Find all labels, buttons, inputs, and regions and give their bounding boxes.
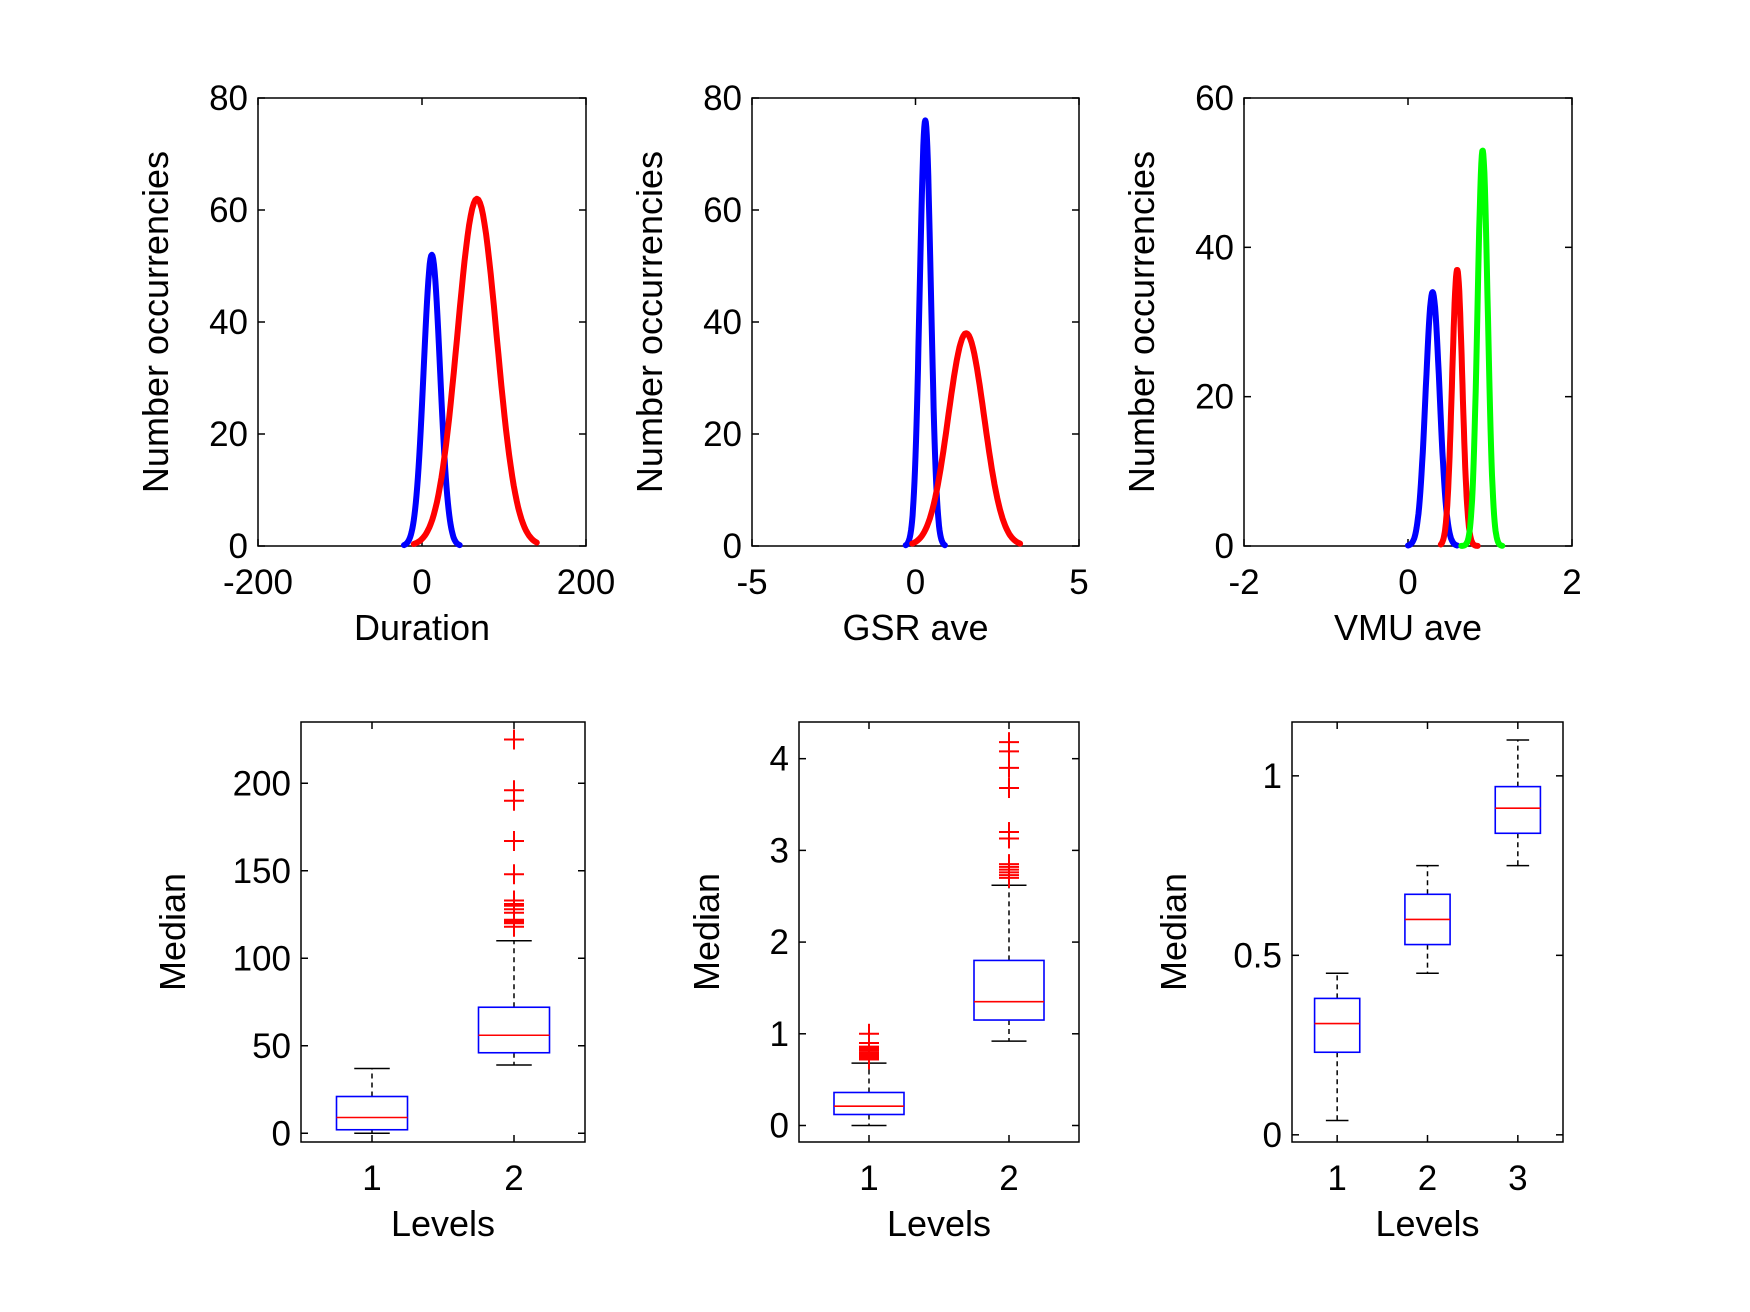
series-line-blue [1405, 289, 1461, 549]
box-iqr [833, 1091, 905, 1116]
y-tick-label: 2 [770, 923, 789, 962]
x-tick-label: 0 [1398, 563, 1417, 602]
x-axis-label: Levels [391, 1203, 495, 1244]
x-tick-label: 2 [999, 1159, 1018, 1198]
y-axis-label: Number occurrencies [629, 151, 670, 493]
x-axis-label: Duration [354, 607, 490, 648]
x-tick-label: 2 [504, 1159, 523, 1198]
y-axis-label: Median [152, 873, 193, 991]
y-tick-label: 150 [233, 852, 291, 891]
outlier-marker [504, 864, 524, 885]
y-tick-label: 40 [1195, 228, 1234, 267]
axes-frame [798, 721, 1080, 1143]
x-tick-label: 5 [1069, 563, 1088, 602]
x-axis-label: GSR ave [842, 607, 988, 648]
x-tick-label: 0 [412, 563, 431, 602]
y-tick-label: 1 [1263, 757, 1282, 796]
box-iqr [1494, 785, 1542, 835]
outlier-marker [504, 916, 524, 937]
x-tick-label: -2 [1228, 563, 1259, 602]
y-tick-label: 60 [1195, 79, 1234, 118]
series-line-green [1458, 147, 1506, 549]
y-axis-label: Number occurrencies [1121, 151, 1162, 493]
series-line-blue [902, 117, 948, 549]
box-level-1 [833, 1023, 905, 1127]
x-tick-label: 1 [1327, 1159, 1346, 1198]
x-tick-label: 1 [859, 1159, 878, 1198]
outlier-marker [859, 1049, 879, 1070]
y-axis-label: Median [686, 873, 727, 991]
y-tick-label: 100 [233, 939, 291, 978]
x-tick-label: 0 [906, 563, 925, 602]
box-level-2 [477, 729, 551, 1066]
y-axis-label: Number occurrencies [135, 151, 176, 493]
y-tick-label: 0.5 [1233, 936, 1282, 975]
y-tick-label: 0 [1263, 1116, 1282, 1155]
y-tick-label: 4 [770, 740, 789, 779]
outlier-marker [504, 729, 524, 750]
y-tick-label: 0 [723, 527, 742, 566]
outlier-marker [999, 867, 1019, 888]
box-iqr [973, 959, 1045, 1021]
x-tick-label: 2 [1562, 563, 1581, 602]
outlier-marker [504, 831, 524, 851]
x-tick-label: 1 [362, 1159, 381, 1198]
x-tick-label: 3 [1508, 1159, 1527, 1198]
x-tick-label: 2 [1418, 1159, 1437, 1198]
x-axis-label: Levels [887, 1203, 991, 1244]
box-iqr [477, 1006, 551, 1054]
outlier-marker [999, 757, 1019, 778]
x-axis-label: VMU ave [1334, 607, 1482, 648]
axes-frame [1291, 721, 1564, 1143]
box-level-3 [1494, 739, 1542, 867]
series-line-red [909, 330, 1024, 547]
x-axis-label: Levels [1375, 1203, 1479, 1244]
x-tick-label: -200 [223, 563, 293, 602]
axes-frame [1243, 97, 1573, 547]
series-line-red [1437, 267, 1481, 549]
y-tick-label: 200 [233, 764, 291, 803]
y-tick-label: 20 [1195, 378, 1234, 417]
y-tick-label: 0 [229, 527, 248, 566]
y-tick-label: 60 [209, 191, 248, 230]
y-tick-label: 50 [252, 1027, 291, 1066]
y-axis-label: Median [1153, 873, 1194, 991]
chart-panel-6: 0 0.5 1 1 2 3 Levels Median [1153, 721, 1564, 1244]
y-tick-label: 40 [209, 303, 248, 342]
y-tick-label: 20 [703, 415, 742, 454]
y-tick-label: 0 [770, 1106, 789, 1145]
box-level-2 [973, 732, 1045, 1042]
x-tick-label: 200 [557, 563, 615, 602]
outlier-marker [504, 790, 524, 811]
y-tick-label: 80 [703, 79, 742, 118]
box-iqr [335, 1095, 409, 1131]
outlier-marker [999, 828, 1019, 849]
y-tick-label: 40 [703, 303, 742, 342]
y-tick-label: 60 [703, 191, 742, 230]
y-tick-label: 0 [1215, 527, 1234, 566]
x-tick-label: -5 [736, 563, 767, 602]
y-tick-label: 20 [209, 415, 248, 454]
y-tick-label: 0 [272, 1114, 291, 1153]
box-level-1 [335, 1067, 409, 1134]
series-line-red [410, 195, 540, 547]
box-level-1 [1313, 972, 1361, 1122]
outlier-marker [999, 778, 1019, 799]
axes-frame [257, 97, 587, 547]
series-line-blue [401, 251, 463, 549]
axes-frame [300, 721, 586, 1143]
box-level-2 [1404, 864, 1451, 975]
y-tick-label: 1 [770, 1015, 789, 1054]
y-tick-label: 3 [770, 831, 789, 870]
box-iqr [1313, 997, 1361, 1054]
y-tick-label: 80 [209, 79, 248, 118]
